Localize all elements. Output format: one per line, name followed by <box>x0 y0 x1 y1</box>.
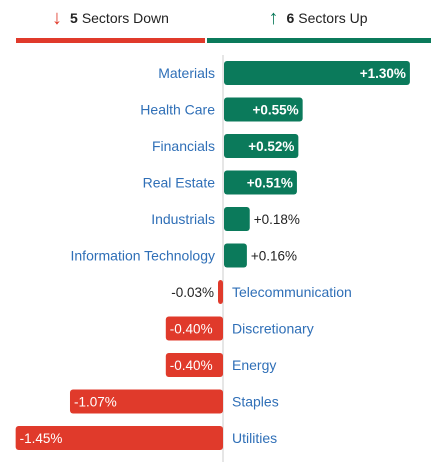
bar-4 <box>224 207 250 231</box>
value-label-8: -0.40% <box>170 358 213 373</box>
bar-8 <box>165 353 223 377</box>
value-label-2: +0.52% <box>248 139 294 154</box>
bar-9 <box>69 389 224 414</box>
sectors-down-summary: ↓ 5 Sectors Down <box>16 0 205 36</box>
category-label-10: Utilities <box>232 430 277 446</box>
category-label-5: Information Technology <box>71 248 216 264</box>
sectors-up-count: 6 <box>286 10 295 26</box>
bar-7 <box>165 316 223 341</box>
bar-5 <box>224 243 247 268</box>
category-label-0: Materials <box>158 65 215 81</box>
category-label-4: Industrials <box>151 211 215 227</box>
category-label-3: Real Estate <box>143 175 216 191</box>
category-label-8: Energy <box>232 357 276 373</box>
breadth-bar-down <box>16 38 205 43</box>
value-label-5: +0.16% <box>251 249 297 264</box>
value-label-4: +0.18% <box>254 212 300 227</box>
arrow-down-icon: ↓ <box>52 7 63 29</box>
bar-2 <box>224 134 299 158</box>
category-label-7: Discretionary <box>232 321 314 337</box>
arrow-up-icon: ↑ <box>268 7 279 29</box>
sectors-down-count: 5 <box>70 10 78 26</box>
breadth-bar-up <box>207 38 431 43</box>
bar-10 <box>15 426 224 450</box>
value-label-6: -0.03% <box>171 285 214 300</box>
value-label-0: +1.30% <box>360 66 406 81</box>
sectors-up-summary: ↑ 6 Sectors Up <box>205 0 431 36</box>
breadth-bar <box>16 38 431 43</box>
bar-6 <box>218 280 223 304</box>
category-label-9: Staples <box>232 394 279 410</box>
value-label-10: -1.45% <box>20 431 63 446</box>
value-label-1: +0.55% <box>252 103 298 118</box>
sectors-down-label: Sectors Down <box>81 10 169 26</box>
value-label-9: -1.07% <box>74 395 117 410</box>
sector-summary: ↓ 5 Sectors Down ↑ 6 Sectors Up <box>16 0 431 44</box>
bar-3 <box>224 170 297 195</box>
bar-0 <box>224 61 410 85</box>
value-label-3: +0.51% <box>247 176 293 191</box>
category-label-1: Health Care <box>140 102 215 118</box>
category-label-2: Financials <box>152 138 215 154</box>
sectors-up-label: Sectors Up <box>298 10 368 26</box>
value-label-7: -0.40% <box>170 322 213 337</box>
category-label-6: Telecommunication <box>232 284 352 300</box>
bar-1 <box>224 97 303 122</box>
